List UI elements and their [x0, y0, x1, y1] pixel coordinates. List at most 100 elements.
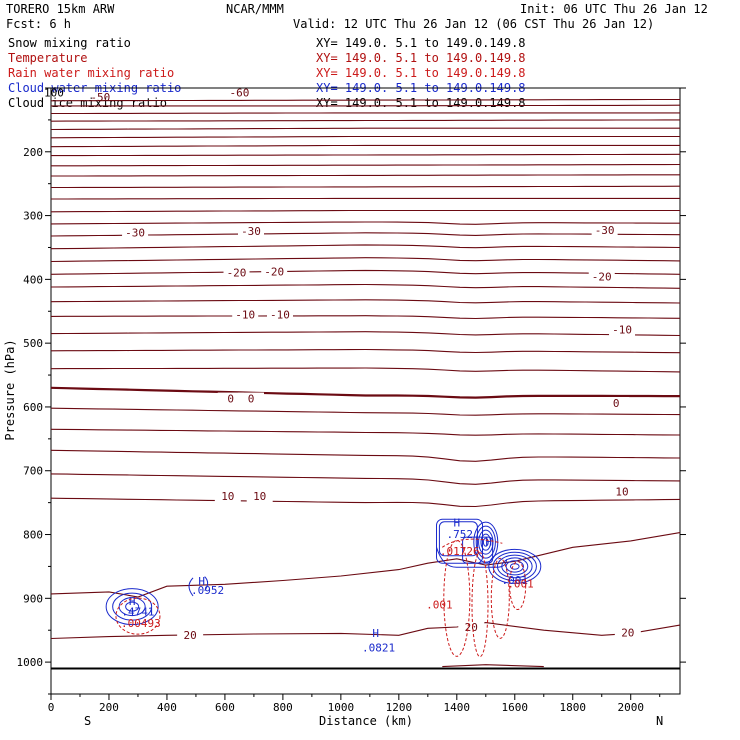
y-tick-label: 300	[23, 210, 43, 223]
cloud-water-contour	[496, 554, 533, 579]
cloud-water-contour	[204, 576, 209, 591]
rain-water-contour	[443, 539, 471, 657]
y-tick-label: 400	[23, 273, 43, 286]
isotherm-label-bg	[261, 265, 288, 278]
cloud-water-label: H	[129, 595, 136, 608]
x-tick-label: 200	[99, 701, 119, 714]
x-tick-label: 600	[215, 701, 235, 714]
isotherm-label-bg	[609, 323, 636, 336]
isotherm-label-bg	[458, 620, 485, 633]
isotherm-label: -30	[125, 227, 145, 240]
isotherm-label: -10	[612, 324, 632, 337]
isotherm-line-low	[50, 532, 681, 598]
legend-label-temperature: Temperature	[8, 51, 87, 65]
model-title: TORERO 15km ARW	[6, 2, 115, 16]
x-tick-label: 1200	[386, 701, 413, 714]
cloud-water-label: H	[453, 516, 460, 529]
legend: Snow mixing ratio XY= 149.0. 5.1 to 149.…	[8, 36, 526, 110]
cloud-water-contour	[492, 551, 537, 582]
isotherm-label-bg	[122, 226, 149, 239]
isotherm-line	[51, 197, 680, 200]
cloud-water-contour	[488, 548, 542, 584]
isotherm-label-bg	[177, 629, 204, 642]
isotherm-line	[50, 367, 681, 373]
cloud-water-contour	[480, 533, 492, 551]
x-tick-label: 800	[273, 701, 293, 714]
isotherm-label-bg	[609, 485, 636, 498]
isotherm-label-bg	[603, 397, 630, 410]
isotherm-label-bg	[238, 392, 265, 405]
isotherm-label: 0	[613, 397, 620, 410]
isotherm-line	[50, 127, 680, 131]
top-contour-label: -60	[229, 87, 249, 100]
isotherm-line-surface	[442, 664, 544, 668]
isotherm-label-bg	[591, 224, 618, 237]
isotherm-line	[50, 119, 680, 122]
isotherm-line	[50, 299, 681, 304]
x-left-end-label: S	[84, 714, 91, 728]
isotherm-line	[50, 497, 681, 508]
isotherm-label: 10	[253, 490, 266, 503]
isotherm-line	[50, 449, 681, 462]
isotherm-label: -30	[241, 225, 261, 238]
isotherm-line	[50, 144, 680, 148]
cloud-water-label: H	[198, 575, 205, 588]
x-tick-label: 1400	[444, 701, 471, 714]
y-axis-label: Pressure (hPa)	[3, 339, 17, 440]
y-tick-label: 600	[23, 401, 43, 414]
legend-coords-rain: XY= 149.0. 5.1 to 149.0.149.8	[316, 66, 526, 80]
isotherm-label: 20	[184, 629, 197, 642]
isotherm-line	[51, 163, 681, 167]
cloud-water-label: H	[485, 536, 492, 549]
rain-water-contour	[490, 557, 510, 639]
isotherm-line	[50, 257, 681, 263]
plot-frame	[50, 87, 681, 695]
cloud-water-contour	[462, 536, 494, 564]
y-tick-label: 200	[23, 146, 43, 159]
top-contour-label: -50	[90, 91, 110, 104]
isotherm-label-bg	[217, 392, 244, 405]
isotherm-label: 20	[465, 621, 478, 634]
isotherm-line	[50, 209, 680, 213]
isotherm-line	[50, 269, 681, 275]
isotherm-label-bg	[614, 626, 641, 639]
isotherm-line	[50, 428, 681, 436]
rain-water-contour	[509, 561, 527, 611]
isotherm-label-bg	[266, 308, 293, 321]
isotherm-label: 0	[248, 393, 255, 406]
isotherm-line	[51, 185, 681, 189]
isotherm-line	[50, 348, 681, 354]
x-tick-label: 1600	[502, 701, 529, 714]
legend-label-snow: Snow mixing ratio	[8, 36, 131, 50]
cloud-water-contour	[482, 537, 489, 547]
rain-water-group: .00493.01726.001.001	[115, 538, 534, 658]
legend-coords-snow: XY= 149.0. 5.1 to 149.0.149.8	[316, 36, 526, 50]
isotherm-label-bg	[588, 270, 615, 283]
legend-label-rain: Rain water mixing ratio	[8, 66, 174, 80]
x-tick-label: 400	[157, 701, 177, 714]
rain-water-label: .01726	[440, 545, 480, 558]
x-tick-label: 2000	[617, 701, 644, 714]
forecast-hour: Fcst: 6 h	[6, 17, 71, 31]
legend-label-cloud-ice: Cloud ice mixing ratio	[8, 96, 167, 110]
isotherm-line	[50, 135, 680, 139]
isotherm-line	[50, 407, 681, 416]
legend-coords-temperature: XY= 149.0. 5.1 to 149.0.149.8	[316, 51, 526, 65]
cloud-water-contour	[125, 601, 140, 612]
init-time: Init: 06 UTC Thu 26 Jan 12	[520, 2, 708, 16]
isotherm-label-bg	[238, 224, 265, 237]
isotherm-group: -30 -30 -30 -20 -20 -20 -10 -10 -10 0 0 0 10 10 10 20 20…	[50, 98, 681, 668]
isotherm-line	[50, 315, 681, 320]
isotherm-label: -20	[227, 266, 247, 279]
isotherm-line	[50, 473, 681, 485]
top-contour-label: 100	[44, 87, 64, 100]
cloud-water-label: H	[372, 627, 379, 640]
x-right-end-label: N	[656, 714, 663, 728]
isotherm-line	[50, 386, 680, 399]
cloud-water-label: .001	[502, 574, 529, 587]
isotherm-label-bg	[223, 266, 250, 279]
isotherm-label: 20	[621, 627, 634, 640]
y-tick-label: 800	[23, 529, 43, 542]
